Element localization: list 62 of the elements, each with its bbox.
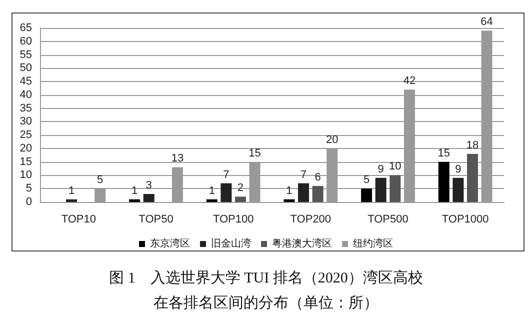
x-tick-label: TOP100 (212, 214, 254, 226)
bar (390, 175, 401, 202)
text: 在各排名区间的分布（单位：所） (154, 294, 378, 312)
bar (129, 199, 140, 202)
y-tick-label: 15 (20, 156, 32, 168)
data-label: 7 (300, 168, 307, 181)
legend-label: 旧金山湾 (211, 238, 251, 250)
legend-label: 粤港澳大湾区 (272, 238, 332, 250)
bar (361, 188, 372, 202)
bar (375, 178, 386, 202)
x-tick-label: TOP10 (61, 214, 96, 226)
bar (298, 183, 310, 202)
data-label: 6 (314, 171, 321, 184)
bar (206, 199, 218, 202)
legend-label: 东京湾区 (150, 238, 190, 250)
data-label: 1 (208, 184, 215, 197)
bar (143, 194, 154, 202)
data-label: 15 (248, 147, 261, 160)
data-label: 3 (146, 179, 152, 192)
data-label: 1 (286, 184, 292, 197)
bar (438, 162, 450, 202)
bar (220, 183, 232, 202)
data-label: 7 (223, 168, 230, 181)
y-tick-label: 30 (20, 116, 32, 128)
bar (312, 186, 324, 202)
x-tick-label: TOP50 (138, 214, 174, 226)
data-label: 13 (171, 152, 184, 165)
x-tick-label: TOP1000 (442, 214, 489, 226)
x-tick-label: TOP500 (368, 214, 408, 226)
y-tick-label: 20 (20, 142, 32, 154)
data-label: 42 (403, 75, 416, 88)
data-label: 15 (438, 147, 450, 160)
data-label: 1 (131, 184, 138, 197)
data-label: 18 (466, 139, 479, 152)
bar (452, 178, 464, 202)
y-tick-label: 45 (20, 76, 32, 88)
bar (466, 154, 478, 202)
y-tick-label: 40 (20, 88, 32, 101)
bar (284, 199, 295, 202)
data-label: 10 (389, 160, 402, 173)
y-tick-label: 65 (20, 22, 32, 34)
text: 图 1 入选世界大学 TUI 排名（2020）湾区高校 (109, 270, 423, 286)
legend-label: 纽约湾区 (353, 238, 393, 250)
y-tick-label: 0 (26, 196, 32, 208)
bar (66, 199, 78, 202)
data-label: 64 (480, 16, 493, 28)
y-tick-label: 55 (20, 48, 32, 61)
data-label: 1 (68, 184, 75, 197)
x-tick-label: TOP200 (290, 214, 332, 226)
bar (234, 196, 246, 202)
y-tick-label: 10 (20, 169, 32, 182)
data-label: 9 (455, 163, 462, 176)
y-tick-label: 5 (26, 182, 32, 195)
data-label: 2 (237, 182, 244, 194)
y-tick-label: 50 (20, 62, 32, 74)
data-label: 5 (97, 174, 104, 186)
data-label: 20 (326, 134, 338, 146)
y-tick-label: 60 (20, 35, 32, 48)
y-tick-label: 25 (20, 129, 32, 142)
y-tick-label: 35 (20, 102, 32, 114)
data-label: 9 (378, 163, 384, 176)
data-label: 5 (363, 174, 370, 186)
